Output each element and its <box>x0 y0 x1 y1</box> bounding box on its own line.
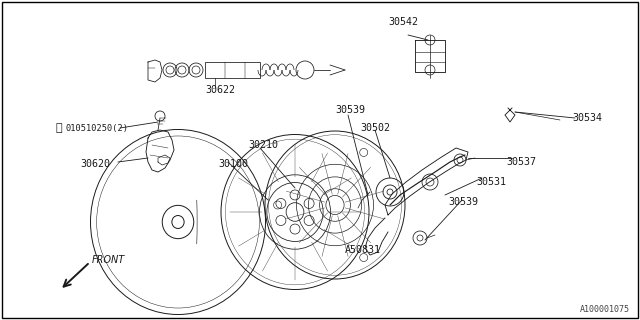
Bar <box>205 62 260 78</box>
Text: Ⓐ: Ⓐ <box>55 123 61 133</box>
Text: 30100: 30100 <box>218 159 248 169</box>
Text: A50831: A50831 <box>345 245 381 255</box>
Text: 30210: 30210 <box>248 140 278 150</box>
Text: 30502: 30502 <box>360 123 390 133</box>
Text: 30622: 30622 <box>205 85 235 95</box>
Text: 30620: 30620 <box>80 159 110 169</box>
Text: 30542: 30542 <box>388 17 418 27</box>
Text: 30531: 30531 <box>476 177 506 187</box>
Text: 30539: 30539 <box>448 197 478 207</box>
Text: 30539: 30539 <box>335 105 365 115</box>
Text: 30537: 30537 <box>506 157 536 167</box>
Text: FRONT: FRONT <box>92 255 125 265</box>
Text: A100001075: A100001075 <box>580 305 630 314</box>
Text: 010510250(2): 010510250(2) <box>65 124 128 132</box>
Text: 30534: 30534 <box>572 113 602 123</box>
